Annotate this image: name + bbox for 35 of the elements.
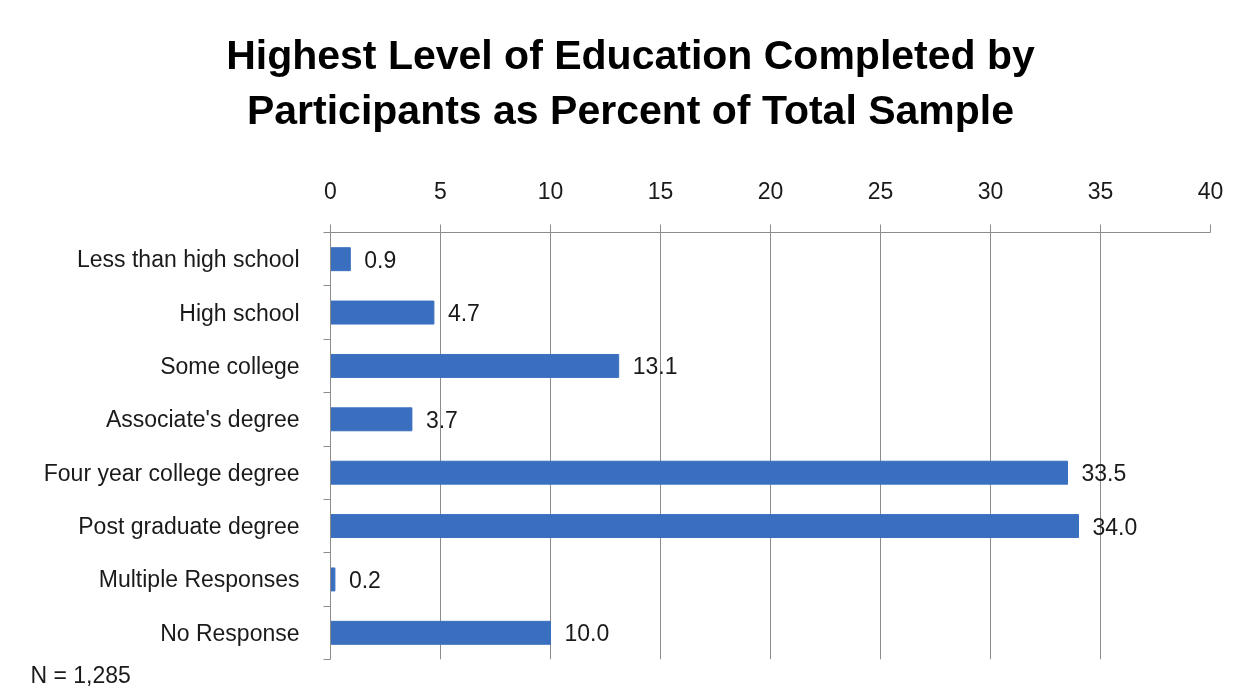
data-label: 0.9: [364, 246, 397, 273]
x-tick-label: 15: [647, 177, 674, 204]
x-tick-label: 10: [537, 177, 564, 204]
data-label: 34.0: [1092, 513, 1138, 540]
x-tick-label: 25: [867, 177, 894, 204]
data-label: 33.5: [1081, 460, 1127, 487]
x-tick-label: 35: [1087, 177, 1114, 204]
y-tick-label: Some college: [160, 352, 300, 379]
y-tick-label: High school: [179, 299, 300, 326]
y-tick-label: Associate's degree: [105, 406, 300, 433]
text: N = 1,285: [30, 661, 131, 687]
x-tick-label: 0: [324, 177, 337, 204]
data-label: 10.0: [564, 620, 610, 647]
bar: [330, 247, 351, 272]
data-label: 4.7: [447, 300, 480, 327]
data-label: 13.1: [632, 353, 678, 380]
y-tick-label: No Response: [160, 619, 300, 646]
y-tick-label: Multiple Responses: [98, 566, 300, 593]
bar: [330, 407, 413, 432]
x-tick-label: 5: [434, 177, 447, 204]
bar: [330, 353, 620, 378]
bar: [330, 567, 336, 592]
x-tick-label: 20: [757, 177, 784, 204]
y-tick-label: Less than high school: [77, 246, 300, 273]
x-tick-label: 40: [1197, 177, 1224, 204]
x-tick-label: 30: [977, 177, 1004, 204]
data-label: 0.2: [348, 566, 381, 593]
y-tick-label: Post graduate degree: [78, 513, 300, 540]
bar: [330, 514, 1079, 539]
bar: [330, 300, 435, 325]
data-label: 3.7: [425, 406, 458, 433]
y-tick-label: Four year college degree: [43, 459, 300, 486]
chart-title: Highest Level of Education Completed by Participants as Percent of Total Sample: [226, 31, 1035, 135]
bar: [330, 620, 551, 645]
bar: [330, 460, 1068, 485]
